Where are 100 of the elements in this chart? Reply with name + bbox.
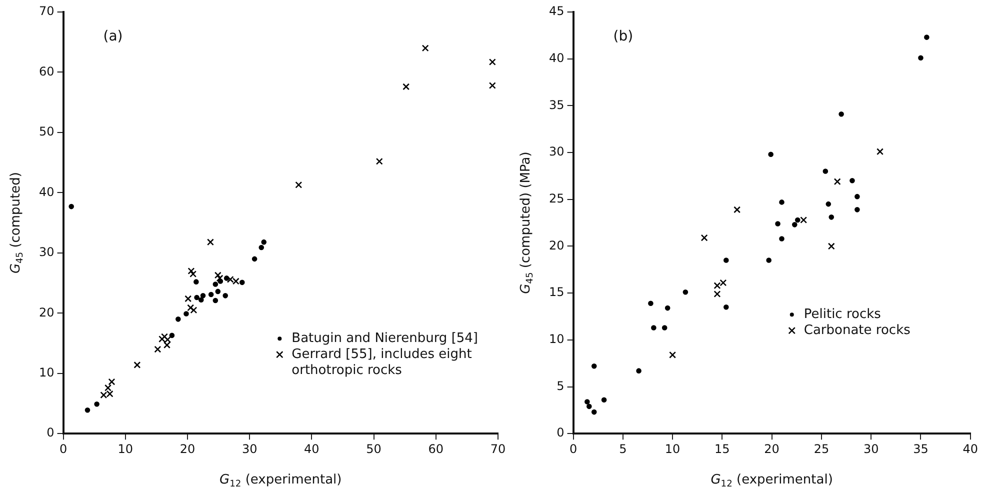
point	[779, 200, 784, 205]
point	[176, 316, 181, 322]
point	[184, 295, 192, 302]
y-tick-label: 45	[548, 4, 564, 18]
x-tick-label: 5	[619, 442, 627, 456]
point	[636, 368, 642, 374]
point	[212, 282, 218, 287]
point	[876, 148, 884, 156]
y-tick-label: 30	[548, 144, 564, 159]
point	[214, 272, 222, 279]
point	[669, 351, 676, 358]
x-tick-label: 30	[863, 442, 879, 456]
point	[662, 325, 668, 330]
point	[586, 404, 592, 410]
point	[216, 274, 224, 282]
y-tick-label: 50	[38, 124, 54, 139]
point	[224, 276, 230, 281]
point	[488, 58, 496, 66]
x-tick-label: 20	[180, 442, 196, 456]
point	[648, 300, 654, 306]
y-tick-label: 10	[38, 365, 54, 380]
point	[664, 305, 670, 311]
point	[584, 399, 590, 404]
point	[206, 238, 214, 246]
y-tick-label: 25	[548, 192, 564, 206]
point	[838, 111, 844, 117]
point	[768, 152, 774, 158]
x-tick-label: 50	[366, 442, 382, 456]
point	[84, 407, 90, 413]
x-tick-label: 15	[714, 442, 730, 456]
y-tick-label: 30	[38, 245, 54, 260]
y-tick-label: 10	[548, 332, 564, 346]
point	[108, 378, 116, 386]
point	[850, 178, 855, 184]
point	[258, 244, 264, 250]
point	[154, 346, 162, 353]
x-tick-label: 10	[664, 442, 680, 456]
point	[222, 293, 228, 298]
point	[918, 55, 924, 61]
point	[200, 293, 206, 298]
y-tick-label: 40	[38, 184, 54, 199]
point	[826, 201, 832, 207]
x-tick-label: 25	[814, 442, 830, 456]
point	[194, 279, 199, 284]
point	[194, 294, 200, 300]
point	[184, 311, 189, 316]
point	[800, 216, 808, 224]
point	[232, 278, 240, 285]
point	[212, 298, 218, 304]
legend-label: Carbonate rocks	[804, 322, 911, 338]
point	[215, 288, 221, 294]
annotation: (b)	[613, 28, 634, 45]
point	[134, 361, 141, 368]
point	[226, 276, 234, 283]
point	[94, 401, 100, 407]
point	[792, 222, 798, 228]
point	[252, 256, 258, 262]
point	[720, 279, 727, 286]
x-tick-label: 60	[428, 442, 444, 456]
y-tick-label: 35	[548, 98, 564, 112]
x-tick-label: 40	[962, 442, 978, 456]
point	[376, 158, 383, 165]
point	[822, 168, 828, 174]
point	[779, 236, 784, 242]
y-tick-label: 15	[548, 285, 564, 300]
point	[828, 214, 834, 220]
point	[591, 363, 597, 369]
point	[161, 333, 168, 340]
legend-label: Pelitic rocks	[804, 306, 882, 322]
point	[854, 194, 860, 200]
y-tick-label: 60	[38, 64, 54, 78]
point	[295, 181, 302, 188]
y-axis-title: G45 (computed) (MPa)	[518, 152, 536, 294]
point	[198, 297, 204, 303]
point	[169, 332, 175, 338]
x-tick-label: 35	[913, 442, 928, 456]
y-tick-label: 5	[556, 378, 564, 393]
x-tick-label: 70	[490, 442, 506, 456]
point	[651, 325, 656, 330]
y-tick-label: 20	[548, 238, 564, 252]
y-tick-label: 0	[556, 426, 564, 440]
point	[724, 304, 729, 310]
point	[766, 258, 772, 263]
point	[190, 270, 197, 278]
point	[188, 268, 195, 274]
x-tick-label: 40	[304, 442, 320, 456]
point	[100, 392, 108, 399]
point	[68, 204, 74, 210]
x-tick-label: 30	[242, 442, 258, 456]
point	[261, 239, 267, 245]
x-tick-label: 0	[59, 442, 68, 456]
y-tick-label: 70	[38, 4, 54, 18]
point	[834, 178, 841, 186]
point	[734, 206, 741, 214]
y-tick-label: 20	[38, 305, 54, 320]
point	[854, 207, 860, 212]
point	[187, 304, 194, 312]
point	[794, 217, 800, 223]
point	[422, 44, 429, 52]
point	[402, 83, 410, 90]
